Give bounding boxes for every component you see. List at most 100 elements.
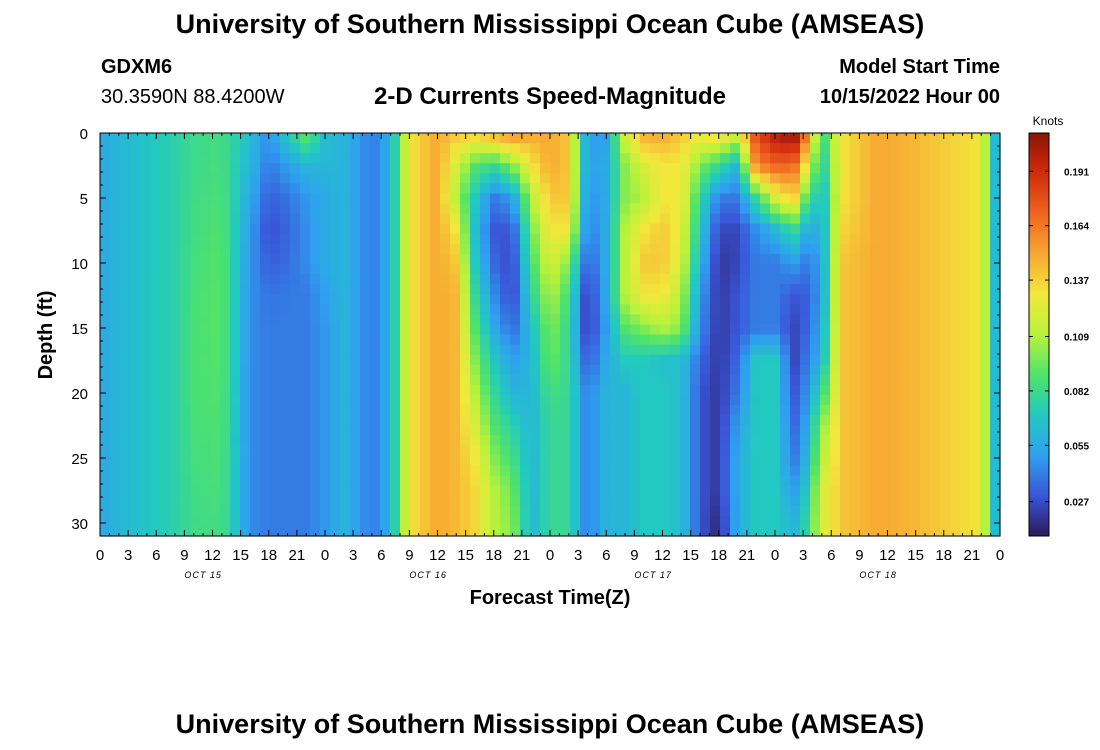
heatmap-cell [280,495,291,507]
heatmap-cell [980,334,991,346]
heatmap-cell [200,425,211,436]
heatmap-cell [870,173,881,184]
heatmap-cell [600,465,611,477]
heatmap-cell [210,485,221,497]
heatmap-cell [970,505,981,517]
heatmap-cell [240,364,251,376]
heatmap-cell [530,485,541,497]
heatmap-cell [460,384,471,396]
heatmap-cell [970,344,981,356]
heatmap-cell [110,384,121,396]
heatmap-cell [610,495,621,507]
heatmap-cell [770,495,781,507]
heatmap-cell [500,495,511,507]
heatmap-cell [440,193,451,205]
heatmap-cell [310,193,321,205]
heatmap-cell [290,425,301,436]
heatmap-cell [310,133,321,144]
heatmap-cell [830,294,841,305]
heatmap-cell [370,455,381,467]
heatmap-cell [520,354,531,366]
heatmap-cell [350,263,361,275]
heatmap-cell [480,445,491,456]
heatmap-cell [370,263,381,275]
heatmap-cell [370,465,381,477]
heatmap-cell [620,415,631,426]
heatmap-cell [790,525,801,537]
heatmap-cell [620,405,631,416]
heatmap-cell [790,183,801,195]
heatmap-cell [790,415,801,426]
heatmap-cell [710,425,721,436]
heatmap-cell [610,334,621,346]
heatmap-cell [610,405,621,416]
heatmap-cell [810,485,821,497]
heatmap-cell [900,133,911,144]
heatmap-cell [280,515,291,527]
heatmap-cell [370,143,381,154]
heatmap-cell [890,263,901,275]
heatmap-cell [810,253,821,265]
heatmap-cell [110,405,121,416]
heatmap-cell [400,233,411,245]
heatmap-cell [420,425,431,436]
heatmap-cell [640,163,651,174]
heatmap-cell [930,455,941,467]
heatmap-cell [650,415,661,426]
heatmap-cell [270,324,281,336]
heatmap-cell [780,475,791,487]
heatmap-cell [180,304,191,315]
heatmap-cell [830,445,841,456]
heatmap-cell [350,203,361,215]
heatmap-cell [340,183,351,195]
heatmap-cell [250,223,261,235]
heatmap-cell [960,213,971,225]
heatmap-cell [350,243,361,255]
heatmap-cell [820,415,831,426]
heatmap-cell [430,515,441,527]
heatmap-cell [400,163,411,174]
heatmap-cell [890,274,901,285]
heatmap-cell [810,455,821,467]
heatmap-cell [120,153,131,164]
heatmap-cell [460,314,471,326]
heatmap-cell [560,213,571,225]
heatmap-cell [820,193,831,205]
heatmap-cell [600,223,611,235]
heatmap-cell [690,475,701,487]
heatmap-cell [970,243,981,255]
heatmap-cell [520,384,531,396]
heatmap-cell [690,223,701,235]
heatmap-cell [560,163,571,174]
heatmap-cell [330,455,341,467]
heatmap-cell [710,274,721,285]
heatmap-cell [130,435,141,446]
heatmap-cell [150,415,161,426]
heatmap-cell [470,233,481,245]
heatmap-cell [100,153,111,164]
heatmap-cell [800,213,811,225]
heatmap-cell [750,274,761,285]
heatmap-cell [910,384,921,396]
heatmap-cell [550,435,561,446]
heatmap-cell [280,173,291,184]
heatmap-cell [520,233,531,245]
heatmap-cell [910,394,921,406]
heatmap-cell [470,334,481,346]
heatmap-cell [200,284,211,295]
heatmap-cell [690,153,701,164]
heatmap-cell [270,133,281,144]
heatmap-cell [780,193,791,205]
heatmap-cell [760,525,771,537]
heatmap-cell [450,253,461,265]
heatmap-cell [630,133,641,144]
heatmap-cell [480,525,491,537]
heatmap-cell [450,475,461,487]
heatmap-cell [480,495,491,507]
heatmap-cell [660,133,671,144]
heatmap-cell [750,525,761,537]
station-coords: 30.3590N 88.4200W [101,86,285,108]
heatmap-cell [710,314,721,326]
heatmap-cell [960,485,971,497]
heatmap-cell [950,253,961,265]
